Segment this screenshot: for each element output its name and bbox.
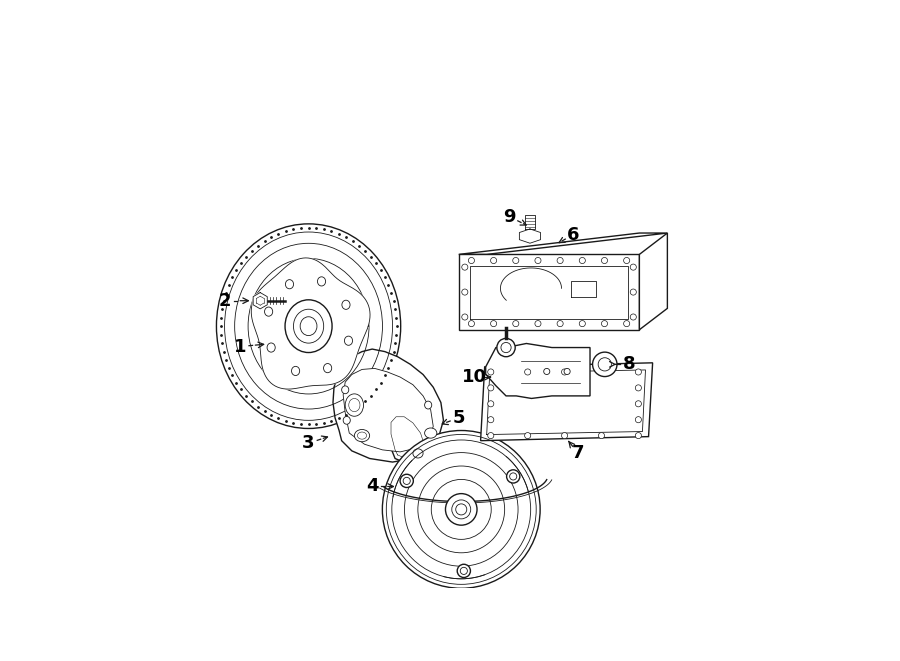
Ellipse shape [285,300,332,352]
Circle shape [513,257,518,264]
Polygon shape [459,254,639,330]
Circle shape [488,369,494,375]
Circle shape [488,432,494,439]
Circle shape [598,432,605,439]
Circle shape [635,385,642,391]
Polygon shape [525,215,535,229]
Circle shape [635,401,642,407]
Circle shape [557,257,563,264]
Ellipse shape [346,394,364,416]
Text: 3: 3 [302,434,315,452]
Circle shape [635,416,642,423]
Ellipse shape [265,307,273,316]
Circle shape [488,416,494,423]
Circle shape [557,321,563,327]
Circle shape [497,338,515,357]
Text: 1: 1 [234,338,246,356]
Circle shape [462,314,468,320]
Circle shape [562,369,568,375]
Circle shape [468,321,474,327]
Ellipse shape [216,224,400,428]
Circle shape [635,369,642,375]
Text: 2: 2 [219,292,230,310]
Circle shape [592,352,617,377]
Ellipse shape [355,430,370,442]
Circle shape [452,500,471,519]
Circle shape [630,314,636,320]
Circle shape [462,264,468,270]
Polygon shape [639,233,668,330]
Circle shape [624,257,630,264]
Circle shape [488,401,494,407]
Circle shape [601,257,608,264]
Circle shape [630,289,636,295]
Ellipse shape [425,428,436,438]
Circle shape [535,321,541,327]
Ellipse shape [301,317,317,336]
Ellipse shape [345,336,353,345]
Ellipse shape [324,364,332,373]
Circle shape [601,321,608,327]
Polygon shape [253,293,267,309]
Circle shape [580,321,585,327]
Circle shape [513,321,518,327]
Circle shape [457,564,471,578]
Polygon shape [333,349,444,462]
Polygon shape [251,258,370,389]
Circle shape [562,432,568,439]
Ellipse shape [425,401,432,409]
Ellipse shape [318,277,326,286]
Polygon shape [486,344,590,399]
Circle shape [525,369,531,375]
Circle shape [468,257,474,264]
Ellipse shape [285,280,293,289]
Text: 10: 10 [462,368,487,386]
Ellipse shape [267,343,275,352]
Ellipse shape [342,300,350,309]
Text: 7: 7 [572,444,585,463]
Polygon shape [387,412,428,466]
Circle shape [598,358,611,371]
Circle shape [544,368,550,375]
Circle shape [488,385,494,391]
Ellipse shape [293,309,324,343]
Text: 6: 6 [567,225,580,243]
Text: 4: 4 [366,477,378,496]
Polygon shape [343,368,433,452]
Ellipse shape [342,386,349,394]
Circle shape [446,494,477,525]
Circle shape [491,321,497,327]
Circle shape [491,257,497,264]
Circle shape [535,257,541,264]
Circle shape [525,432,531,439]
Circle shape [507,470,520,483]
Circle shape [382,430,540,588]
Circle shape [564,368,571,375]
Circle shape [635,432,642,439]
Polygon shape [481,363,652,441]
Ellipse shape [292,366,300,375]
Circle shape [580,257,585,264]
Circle shape [462,289,468,295]
Circle shape [598,369,605,375]
Circle shape [624,321,630,327]
Polygon shape [519,229,541,243]
Ellipse shape [343,416,350,424]
Polygon shape [459,233,668,254]
Text: 9: 9 [503,208,516,226]
Text: 5: 5 [453,408,465,427]
Text: 8: 8 [623,356,635,373]
Circle shape [400,475,413,488]
Circle shape [630,264,636,270]
Ellipse shape [413,449,423,458]
